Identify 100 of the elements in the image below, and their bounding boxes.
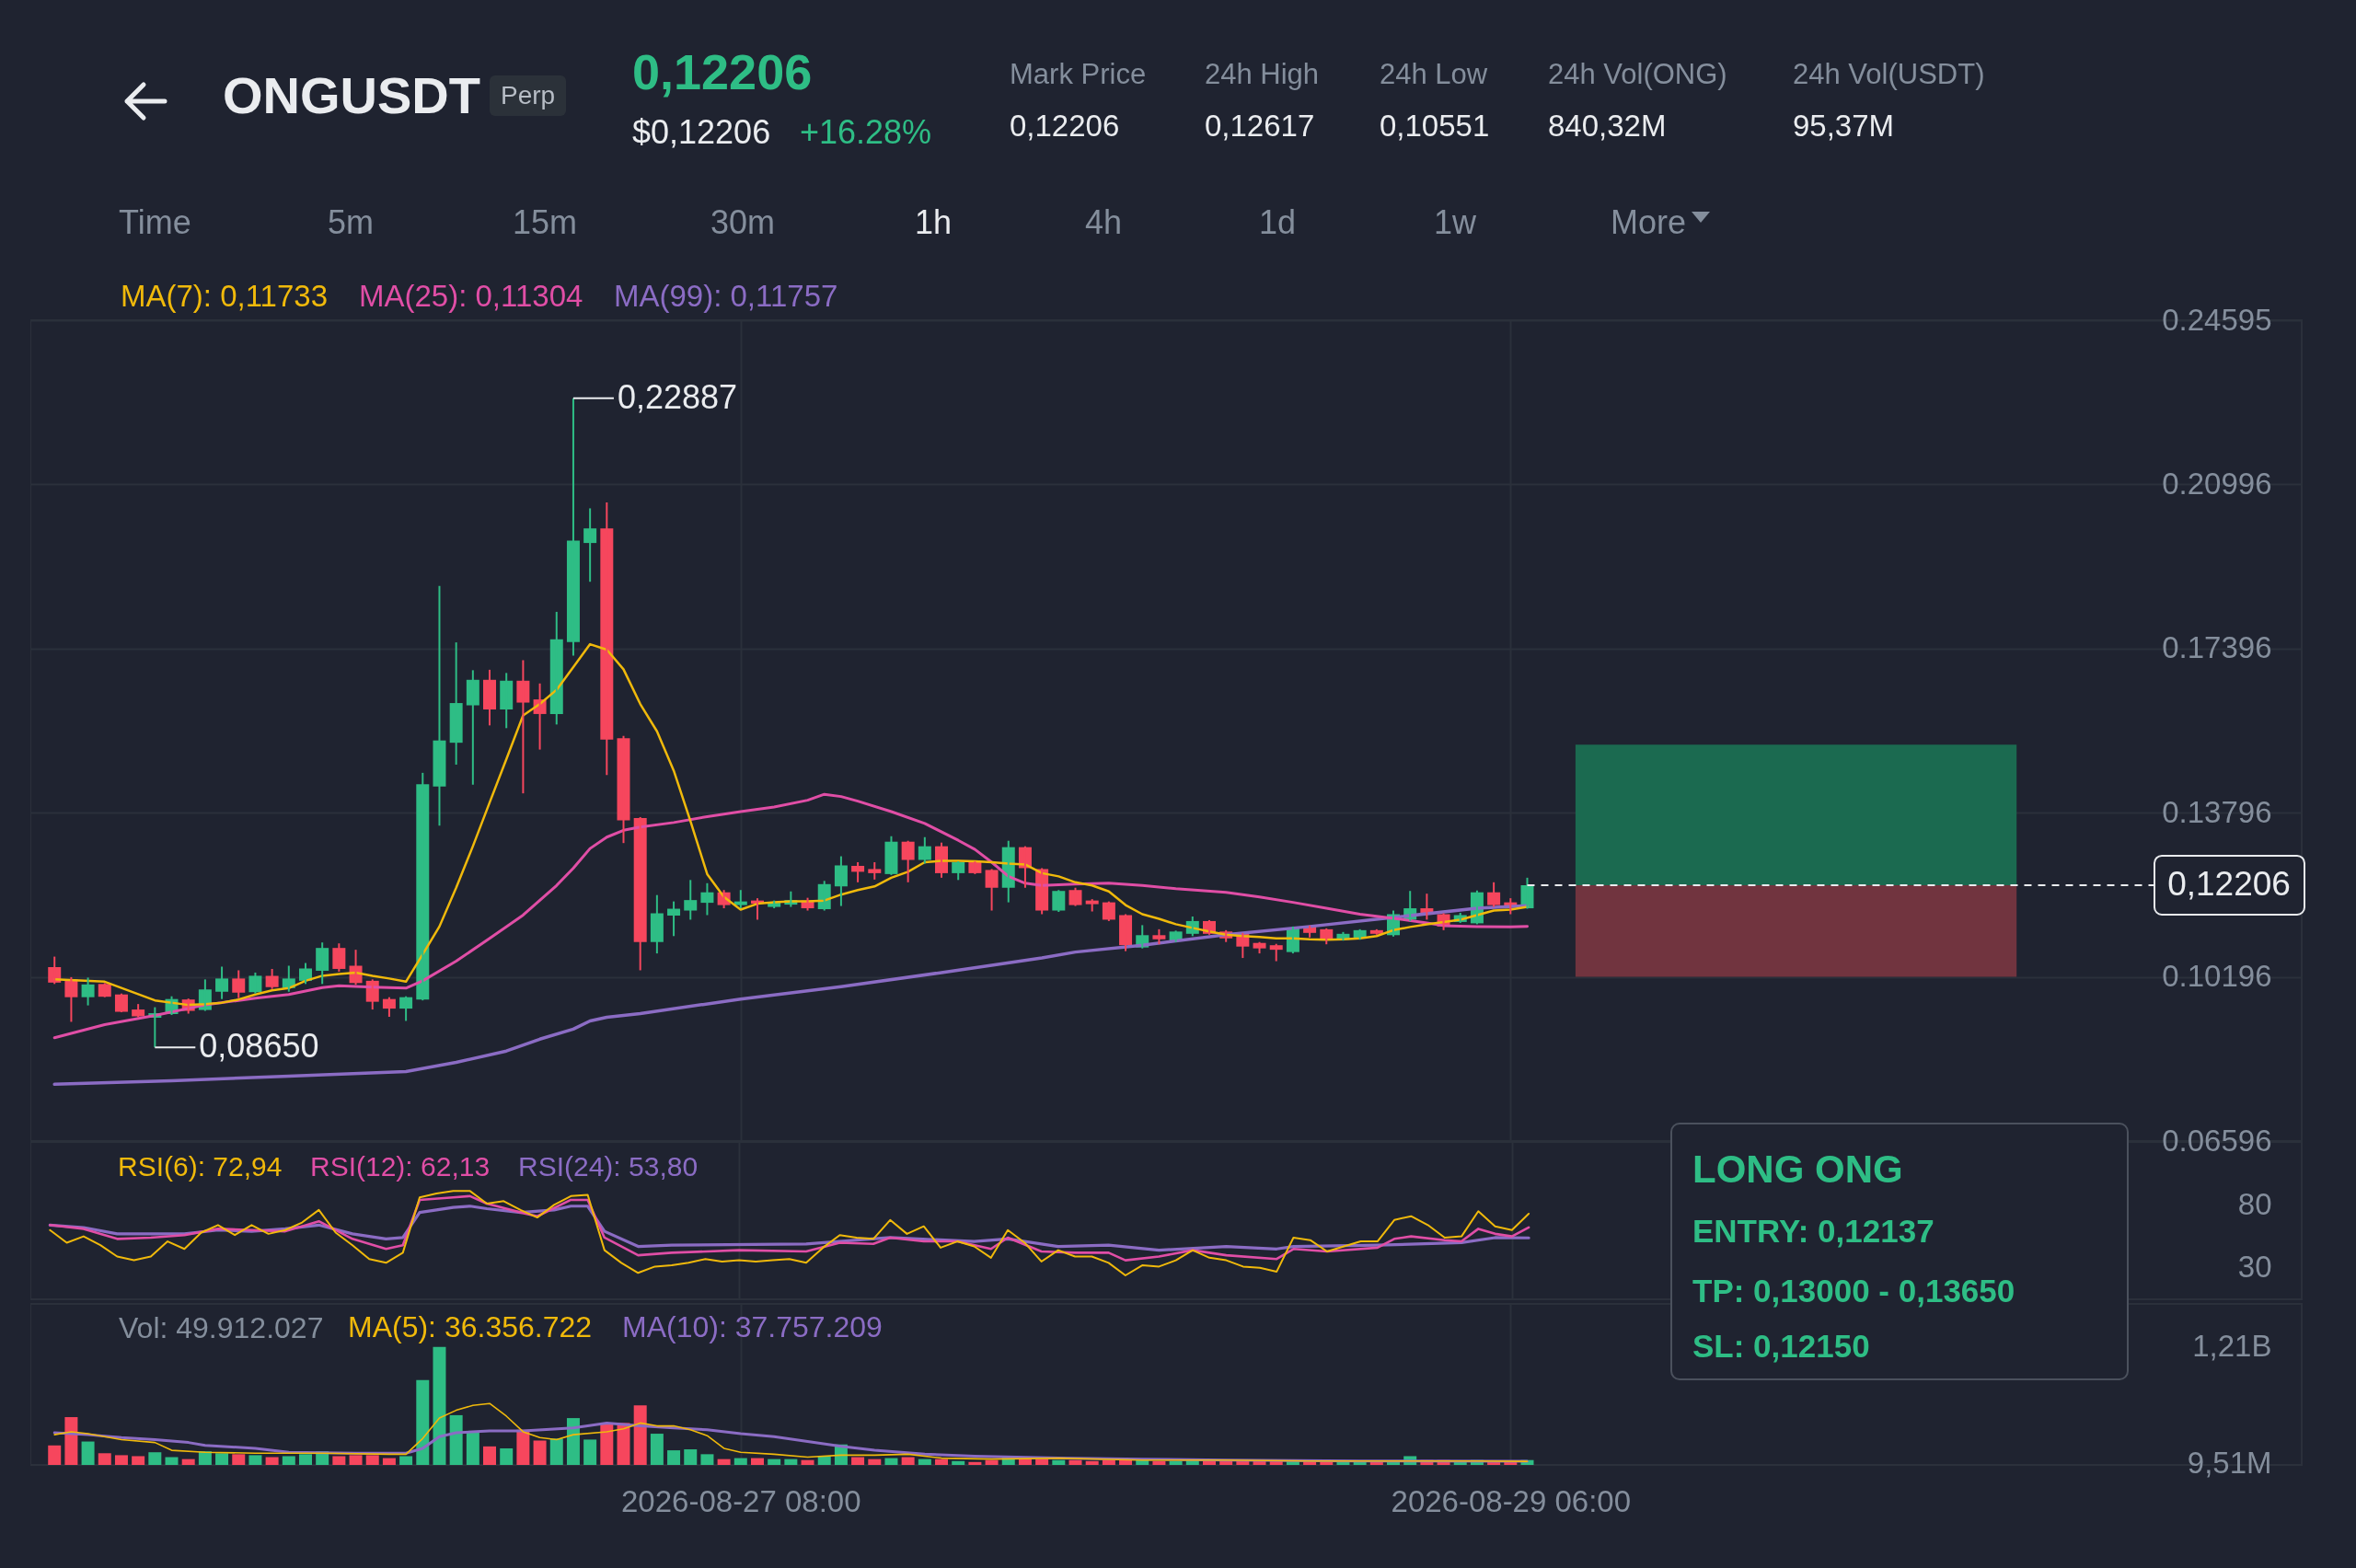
bar — [784, 1458, 798, 1465]
text: 1h — [915, 203, 953, 241]
text: +16.28% — [800, 113, 932, 151]
text: 24h Vol(ONG) — [1548, 57, 1727, 90]
text: 4h — [1085, 203, 1123, 241]
x-tick-label: 2026-08-27 08:00 — [621, 1483, 861, 1518]
text: 24h Low — [1380, 57, 1488, 90]
y-tick-label: 0.24595 — [2162, 302, 2272, 337]
candlestick — [684, 879, 698, 921]
bar — [165, 1457, 179, 1465]
bar — [583, 1439, 597, 1465]
annotation: Vol: 49.912.027 — [119, 1311, 324, 1344]
bar — [98, 1453, 111, 1465]
bar — [600, 1423, 614, 1465]
text: 0,12206 — [632, 44, 813, 99]
text: ONGUSDT — [223, 66, 480, 124]
bar — [918, 1458, 931, 1465]
bar — [1219, 1460, 1233, 1465]
bar — [1152, 1460, 1166, 1465]
text: 0,12617 — [1205, 108, 1315, 143]
bar — [901, 1457, 915, 1465]
bar — [851, 1457, 865, 1465]
bar — [1136, 1459, 1149, 1465]
text: 95,37M — [1793, 108, 1895, 143]
bar — [516, 1429, 530, 1465]
x-tick-label: 2026-08-29 06:00 — [1391, 1483, 1632, 1518]
bar — [566, 1418, 580, 1465]
bar — [667, 1450, 681, 1465]
text: Mark Price — [1010, 57, 1147, 90]
bar — [1085, 1460, 1099, 1465]
bar — [483, 1446, 497, 1465]
bar — [500, 1447, 514, 1465]
bar — [868, 1458, 882, 1465]
bar — [801, 1459, 814, 1465]
candlestick — [868, 861, 882, 881]
text: Perp — [490, 75, 567, 116]
y-tick-label: 0.13796 — [2162, 794, 2272, 829]
bar — [282, 1456, 295, 1465]
bar — [717, 1458, 731, 1465]
ref-line-label: 0,12206 — [2167, 864, 2291, 903]
bar — [265, 1457, 279, 1465]
bar — [382, 1458, 396, 1465]
bar — [1068, 1459, 1082, 1465]
y-tick-label: 0.10196 — [2162, 959, 2272, 994]
text: MA(10): 37.757.209 — [622, 1310, 883, 1343]
bar — [48, 1445, 62, 1465]
bar — [884, 1458, 898, 1465]
text: $0,12206 — [632, 113, 771, 151]
candlestick — [215, 965, 229, 1000]
bar — [399, 1456, 413, 1465]
bar — [768, 1458, 781, 1465]
text: 30m — [710, 203, 776, 241]
y-tick-label: 0.17396 — [2162, 630, 2272, 665]
text: MA(99): 0,11757 — [614, 279, 838, 314]
bar — [684, 1449, 698, 1465]
bar — [733, 1458, 747, 1465]
bar — [985, 1459, 999, 1465]
text: 0,12206 — [1010, 108, 1120, 143]
annotation: LONG ONG — [1692, 1147, 1903, 1191]
series-label: RSI(12): 62,13 — [310, 1151, 491, 1182]
bar — [1035, 1458, 1049, 1465]
text: 24h Vol(USDT) — [1793, 57, 1985, 90]
annotation: 0,22887 — [617, 377, 738, 416]
annotation: SL: 0,12150 — [1692, 1327, 1870, 1364]
candlestick — [1152, 928, 1166, 946]
line-series — [49, 1190, 1530, 1277]
bar — [1253, 1460, 1266, 1465]
text: 1w — [1434, 203, 1477, 241]
bar — [365, 1455, 379, 1465]
bar — [232, 1454, 246, 1465]
text: 0,10551 — [1380, 108, 1490, 143]
bar — [617, 1423, 630, 1465]
bar — [1102, 1459, 1115, 1465]
bar — [466, 1431, 479, 1465]
bar — [935, 1458, 949, 1465]
bar — [1169, 1460, 1183, 1465]
y-tick-label: 0.20996 — [2162, 466, 2272, 501]
y-tick-label: 30 — [2237, 1250, 2272, 1285]
text: 15m — [513, 203, 578, 241]
text: More — [1611, 203, 1687, 241]
bar — [332, 1456, 346, 1465]
bar — [750, 1458, 764, 1465]
annotation: TP: 0,13000 - 0,13650 — [1692, 1272, 2015, 1309]
bar — [64, 1417, 78, 1465]
candlestick — [265, 967, 279, 990]
bar — [1052, 1459, 1066, 1465]
bar — [416, 1379, 430, 1465]
y-tick-label: 1,21B — [2192, 1329, 2272, 1364]
bar — [433, 1346, 446, 1465]
y-tick-label: 9,51M — [2187, 1446, 2272, 1481]
bar — [1369, 1461, 1383, 1465]
annotation: 0,08650 — [199, 1027, 319, 1066]
bar — [215, 1453, 229, 1465]
bar — [148, 1452, 162, 1465]
text: MA(25): 0,11304 — [359, 279, 583, 314]
bar — [298, 1454, 312, 1465]
text: 1d — [1259, 203, 1297, 241]
bar — [633, 1405, 647, 1465]
text: Time — [119, 203, 191, 241]
bar — [650, 1434, 664, 1465]
